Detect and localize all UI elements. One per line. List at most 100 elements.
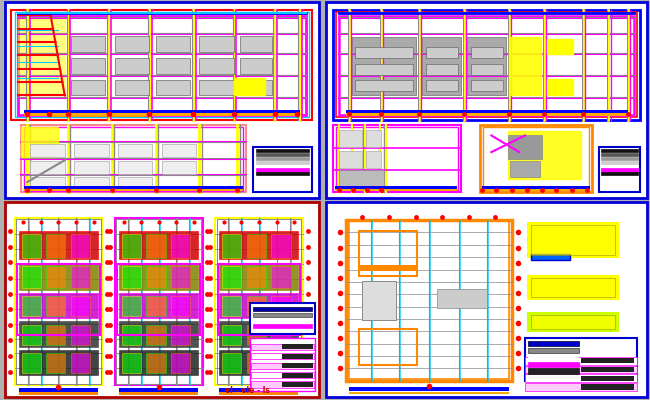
Bar [74, 178, 109, 190]
Bar [18, 19, 65, 96]
Bar [122, 353, 141, 373]
Bar [525, 366, 637, 374]
Bar [21, 126, 246, 192]
Bar [525, 383, 637, 391]
Bar [122, 266, 141, 288]
Bar [116, 218, 201, 384]
Bar [71, 80, 105, 96]
Bar [251, 353, 314, 359]
Bar [222, 296, 241, 316]
Bar [220, 392, 298, 395]
Bar [5, 202, 318, 397]
Bar [467, 37, 506, 96]
Bar [251, 382, 314, 388]
Bar [601, 157, 638, 160]
Bar [601, 153, 638, 156]
Bar [359, 231, 417, 276]
Bar [155, 36, 190, 52]
Bar [146, 296, 166, 316]
Bar [601, 165, 638, 168]
Bar [21, 266, 41, 288]
Bar [5, 2, 318, 198]
Bar [19, 263, 98, 290]
Bar [355, 64, 413, 74]
Bar [247, 353, 266, 373]
Bar [484, 128, 589, 190]
Bar [46, 266, 66, 288]
Bar [146, 266, 166, 288]
Bar [19, 322, 98, 346]
Bar [218, 264, 300, 335]
Bar [508, 131, 581, 179]
Bar [146, 353, 166, 373]
Bar [162, 144, 196, 158]
Bar [333, 126, 461, 192]
Bar [122, 234, 141, 258]
Bar [14, 12, 309, 118]
Bar [247, 266, 266, 288]
Bar [283, 354, 313, 359]
Bar [240, 36, 272, 52]
Bar [119, 293, 198, 318]
Bar [220, 263, 298, 290]
Bar [115, 36, 150, 52]
Bar [115, 58, 150, 74]
Bar [255, 153, 309, 156]
Bar [12, 10, 312, 120]
Bar [18, 264, 99, 335]
Bar [122, 325, 141, 345]
Bar [480, 126, 592, 192]
Bar [21, 325, 41, 345]
Bar [339, 16, 634, 115]
Bar [115, 80, 150, 96]
Bar [525, 357, 637, 365]
Bar [335, 186, 457, 188]
Bar [200, 80, 234, 96]
Bar [528, 362, 578, 367]
Bar [171, 353, 190, 373]
Bar [528, 341, 578, 346]
Bar [525, 374, 637, 382]
Bar [532, 278, 615, 298]
Bar [21, 296, 41, 316]
Bar [71, 36, 105, 52]
Bar [352, 37, 416, 96]
Bar [271, 234, 291, 258]
Bar [283, 363, 313, 368]
Bar [255, 157, 309, 160]
Bar [16, 218, 101, 384]
Bar [234, 78, 265, 96]
Bar [118, 178, 153, 190]
Bar [333, 10, 640, 120]
Bar [71, 353, 90, 373]
Bar [119, 231, 198, 260]
Bar [510, 161, 540, 178]
Bar [171, 234, 190, 258]
Bar [547, 79, 573, 96]
Bar [255, 165, 309, 168]
Bar [220, 388, 298, 392]
Bar [74, 144, 109, 158]
Bar [508, 136, 542, 159]
Bar [5, 202, 318, 397]
Bar [250, 338, 315, 391]
Bar [547, 40, 573, 54]
Bar [532, 254, 570, 260]
Bar [349, 387, 509, 391]
Bar [532, 315, 615, 329]
Bar [253, 318, 312, 322]
Bar [146, 234, 166, 258]
Bar [31, 178, 65, 190]
Bar [532, 225, 615, 254]
Bar [220, 350, 298, 375]
Bar [19, 293, 98, 318]
Bar [251, 372, 314, 378]
Bar [19, 350, 98, 375]
Bar [222, 266, 241, 288]
Bar [119, 322, 198, 346]
Bar [482, 186, 590, 188]
Bar [155, 58, 190, 74]
Bar [339, 130, 362, 147]
Bar [359, 265, 417, 271]
Bar [366, 130, 382, 147]
